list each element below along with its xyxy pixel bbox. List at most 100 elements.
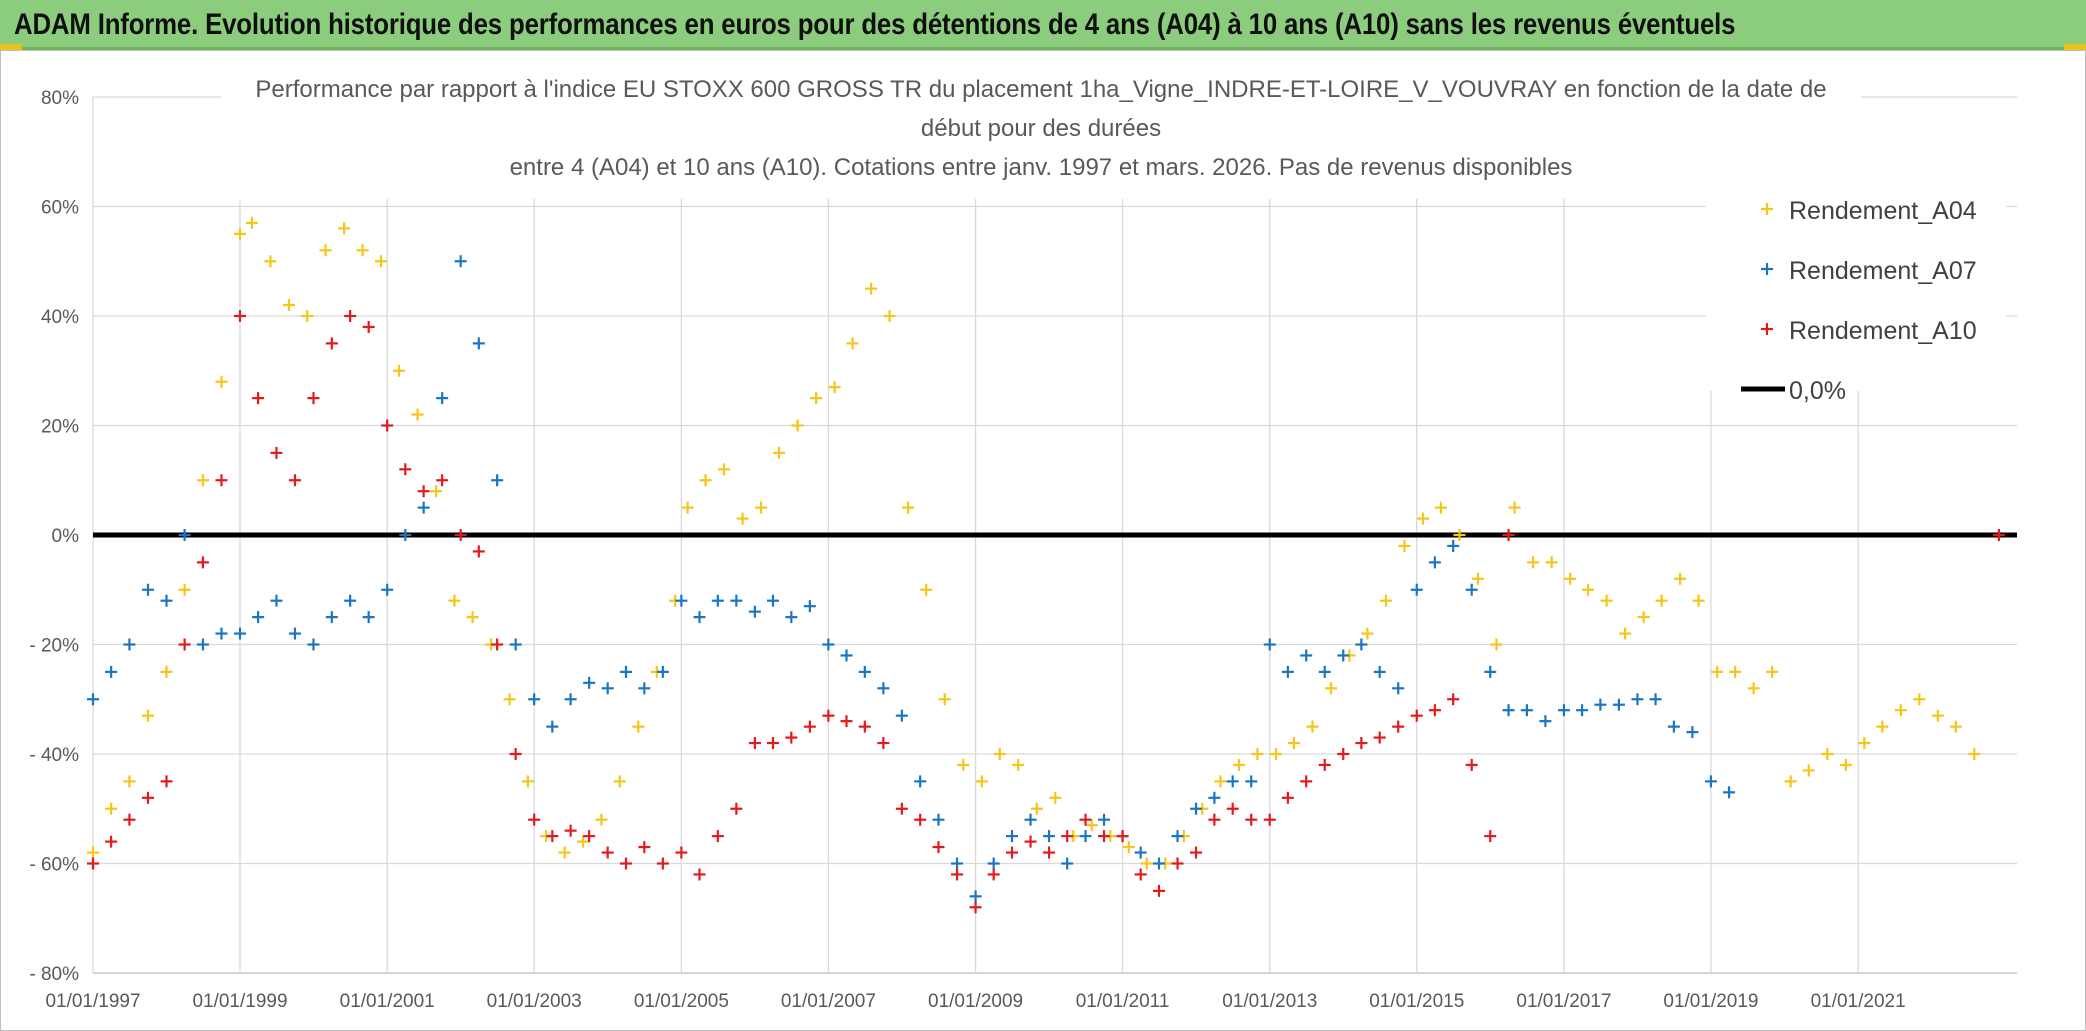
data-point-a04	[1674, 572, 1687, 585]
data-point-a04	[178, 583, 191, 596]
series-a07	[87, 255, 1736, 903]
data-point-a04	[233, 227, 246, 240]
data-point-a07	[178, 529, 191, 541]
data-point-a10	[620, 857, 633, 870]
chart-title-line-1: Performance par rapport à l'indice EU ST…	[255, 76, 1826, 103]
data-point-a10	[1484, 830, 1497, 843]
chart-frame: 80% 60% 40% 20% 0% - 20% - 40% - 60% - 80% 01/01…	[0, 50, 2086, 1031]
data-point-a04	[681, 501, 694, 514]
data-point-a10	[987, 868, 1000, 881]
data-point-a10	[693, 868, 706, 881]
data-point-a04	[319, 244, 332, 257]
data-point-a10	[252, 392, 265, 405]
data-point-a07	[969, 890, 982, 903]
data-point-a04	[1711, 665, 1724, 678]
data-point-a10	[1263, 813, 1276, 826]
banner-accent-left	[0, 44, 22, 50]
data-point-a07	[454, 255, 467, 268]
data-point-a10	[803, 720, 816, 733]
data-point-a07	[951, 857, 964, 870]
data-point-a10	[123, 813, 136, 826]
data-point-a07	[196, 638, 209, 651]
legend-label-zero: 0,0%	[1789, 377, 1846, 405]
data-point-a07	[1594, 698, 1607, 711]
data-point-a10	[215, 474, 228, 487]
data-point-a07	[1006, 830, 1019, 843]
data-point-a10	[748, 737, 761, 750]
data-point-a10	[546, 830, 559, 843]
data-point-a04	[448, 594, 461, 607]
data-point-a07	[1520, 704, 1533, 717]
data-point-a04	[1122, 841, 1135, 854]
data-point-a04	[1527, 556, 1540, 569]
banner-accent-right	[2064, 44, 2086, 50]
data-point-a07	[1061, 857, 1074, 870]
data-point-a04	[338, 222, 351, 235]
data-point-a10	[564, 824, 577, 837]
data-point-a07	[766, 594, 779, 607]
data-point-a07	[1171, 830, 1184, 843]
data-point-a07	[1208, 791, 1221, 804]
x-tick-label: 01/01/1997	[45, 991, 140, 1012]
y-tick-label: 80%	[41, 88, 79, 109]
x-tick-label: 01/01/2001	[340, 991, 435, 1012]
data-point-a07	[472, 337, 485, 350]
data-point-a07	[1337, 649, 1350, 662]
data-point-a10	[528, 813, 541, 826]
data-point-a10	[1190, 846, 1203, 859]
data-point-a04	[1582, 583, 1595, 596]
data-point-a10	[1061, 830, 1074, 843]
data-point-a04	[282, 299, 295, 312]
data-point-a10	[436, 474, 449, 487]
x-tick-label: 01/01/2007	[781, 991, 876, 1012]
data-point-a10	[730, 802, 743, 815]
data-point-a07	[1024, 813, 1037, 826]
data-point-a10	[656, 857, 669, 870]
report-title: ADAM Informe. Evolution historique des p…	[14, 8, 1736, 41]
data-point-a10	[491, 638, 504, 651]
data-point-a04	[1434, 501, 1447, 514]
data-point-a07	[141, 583, 154, 596]
data-point-a04	[1894, 704, 1907, 717]
data-point-a07	[858, 665, 871, 678]
data-point-a07	[601, 682, 614, 695]
data-point-a10	[472, 545, 485, 558]
data-point-a07	[803, 600, 816, 613]
data-point-a07	[1576, 704, 1589, 717]
data-point-a04	[1251, 748, 1264, 760]
data-point-a04	[1049, 791, 1062, 804]
data-point-a10	[454, 529, 467, 541]
data-point-a04	[521, 775, 534, 788]
data-point-a07	[1723, 786, 1736, 799]
y-tick-label: - 40%	[29, 745, 79, 766]
data-point-a07	[693, 611, 706, 624]
data-point-a04	[1600, 594, 1613, 607]
y-tick-label: 60%	[41, 198, 79, 219]
data-point-a07	[528, 693, 541, 706]
data-point-a10	[1098, 830, 1111, 843]
data-point-a10	[895, 802, 908, 815]
data-point-a07	[288, 627, 301, 640]
data-point-a04	[1416, 512, 1429, 525]
data-point-a04	[938, 693, 951, 706]
data-point-a07	[1502, 704, 1515, 717]
data-point-a10	[1355, 737, 1368, 750]
data-point-a04	[1968, 748, 1981, 760]
data-point-a07	[1557, 704, 1570, 717]
data-point-a10	[969, 901, 982, 914]
data-point-a07	[932, 813, 945, 826]
data-point-a04	[123, 775, 136, 788]
data-point-a04	[1564, 572, 1577, 585]
data-point-a04	[736, 512, 749, 525]
data-point-a04	[1784, 775, 1797, 788]
data-point-a10	[1300, 775, 1313, 788]
data-point-a04	[1692, 594, 1705, 607]
y-tick-label: - 60%	[29, 855, 79, 876]
data-point-a04	[1361, 627, 1374, 640]
data-point-a10	[1116, 830, 1129, 843]
data-point-a04	[699, 474, 712, 487]
legend-marker-a10	[1761, 323, 1773, 335]
data-point-a04	[1839, 758, 1852, 771]
data-point-a04	[1913, 693, 1926, 706]
x-tick-label: 01/01/2013	[1222, 991, 1317, 1012]
